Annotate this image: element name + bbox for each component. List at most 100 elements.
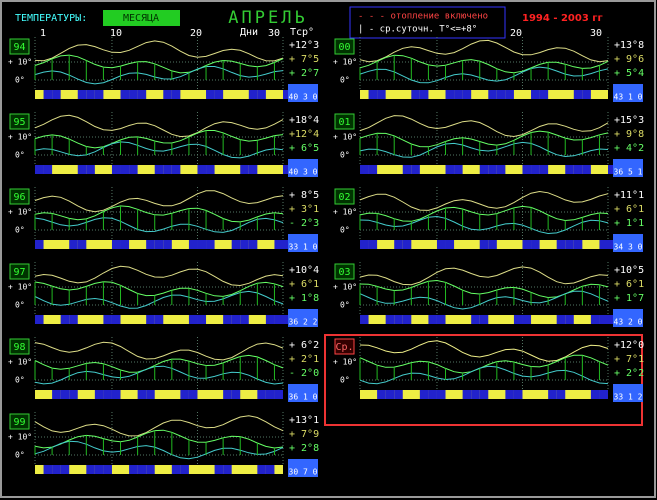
heating-cell	[385, 315, 395, 324]
mean-line	[34, 354, 284, 373]
mean-value: + 9°6	[614, 54, 644, 65]
day-tick: 30	[268, 28, 280, 39]
heating-cell	[496, 90, 506, 99]
heating-cell	[513, 390, 523, 399]
heating-cell	[60, 390, 70, 399]
heating-cell	[556, 315, 566, 324]
heating-cell	[368, 165, 378, 174]
heating-cell	[120, 90, 130, 99]
counts-box	[288, 234, 318, 252]
heating-cell	[214, 90, 224, 99]
counts-box	[613, 84, 643, 102]
heating-cell	[35, 240, 44, 249]
panel-id: 02	[338, 192, 350, 203]
heating-strip	[35, 390, 283, 399]
heating-cell	[436, 390, 446, 399]
min-line	[359, 215, 609, 235]
counts: 36 5 1	[614, 168, 643, 177]
month-button[interactable]	[103, 10, 180, 26]
panel-id: 95	[13, 117, 25, 128]
heating-cell	[60, 315, 70, 324]
heating-cell	[402, 315, 412, 324]
heating-cell	[35, 315, 44, 324]
y-label: + 10°	[333, 133, 357, 142]
heating-cell	[582, 165, 591, 174]
heating-cell	[608, 165, 617, 174]
heating-cell	[360, 165, 369, 174]
heating-cell	[377, 90, 386, 99]
y-label: + 10°	[8, 358, 32, 367]
panel-id-box	[334, 188, 355, 205]
heating-strip	[35, 90, 283, 99]
heating-cell	[274, 390, 283, 399]
heating-cell	[52, 90, 61, 99]
max-value: +11°1	[614, 190, 644, 201]
panel-id: 00	[338, 42, 350, 53]
heating-cell	[77, 165, 87, 174]
heating-cell	[360, 315, 369, 324]
max-value: +13°8	[614, 40, 644, 51]
min-value: + 5°4	[614, 68, 644, 79]
legend-heating: - - - отопление включено	[358, 12, 488, 22]
heating-cell	[590, 390, 600, 399]
month-button-text[interactable]: МЕСЯЦА	[123, 13, 159, 24]
heating-cell	[86, 165, 95, 174]
counts-box	[288, 159, 318, 177]
counts-box	[613, 309, 643, 327]
heating-cell	[163, 165, 172, 174]
heating-cell	[103, 390, 112, 399]
heating-cell	[505, 390, 514, 399]
heating-cell	[377, 390, 386, 399]
mean-value: + 6°1	[614, 204, 644, 215]
heating-cell	[214, 465, 224, 474]
heating-cell	[479, 390, 489, 399]
counts: 33 1 2	[614, 393, 643, 402]
heating-cell	[265, 315, 275, 324]
heating-cell	[137, 465, 147, 474]
panel-id: 99	[13, 417, 25, 428]
y-label: + 10°	[8, 133, 32, 142]
heating-cell	[548, 390, 557, 399]
heating-cell	[77, 90, 87, 99]
heating-cell	[565, 315, 574, 324]
heating-cell	[206, 240, 215, 249]
max-line	[34, 265, 284, 287]
heating-cell	[43, 465, 53, 474]
heating-cell	[129, 465, 138, 474]
heating-cell	[445, 240, 455, 249]
heating-cell	[454, 90, 463, 99]
heating-cell	[43, 90, 53, 99]
heating-cell	[419, 90, 429, 99]
y-label: 0°	[15, 76, 25, 85]
max-line	[359, 39, 609, 63]
y-label: + 10°	[333, 58, 357, 67]
max-value: +18°4	[289, 115, 319, 126]
y-label: + 10°	[333, 208, 357, 217]
heating-cell	[531, 90, 540, 99]
counts: 40 3 0	[289, 168, 318, 177]
y-label: 0°	[15, 451, 25, 460]
heating-cell	[154, 315, 164, 324]
panel-id-box	[9, 413, 30, 430]
heating-cell	[582, 90, 591, 99]
mean-line	[359, 54, 609, 74]
heating-cell	[146, 315, 155, 324]
heating-cell	[590, 315, 600, 324]
heating-cell	[488, 240, 497, 249]
days-label: Дни	[240, 27, 258, 38]
heating-cell	[86, 465, 95, 474]
heating-cell	[103, 315, 112, 324]
heating-cell	[360, 240, 369, 249]
heating-cell	[111, 240, 121, 249]
heating-cell	[394, 315, 403, 324]
mean-line	[359, 130, 609, 148]
min-value: + 6°5	[289, 143, 319, 154]
heating-cell	[52, 390, 61, 399]
min-line	[34, 290, 284, 309]
min-value: + 2°2	[614, 368, 644, 379]
mean-line	[34, 205, 284, 223]
heating-cell	[231, 315, 241, 324]
heating-cell	[94, 465, 104, 474]
heating-cell	[471, 315, 480, 324]
